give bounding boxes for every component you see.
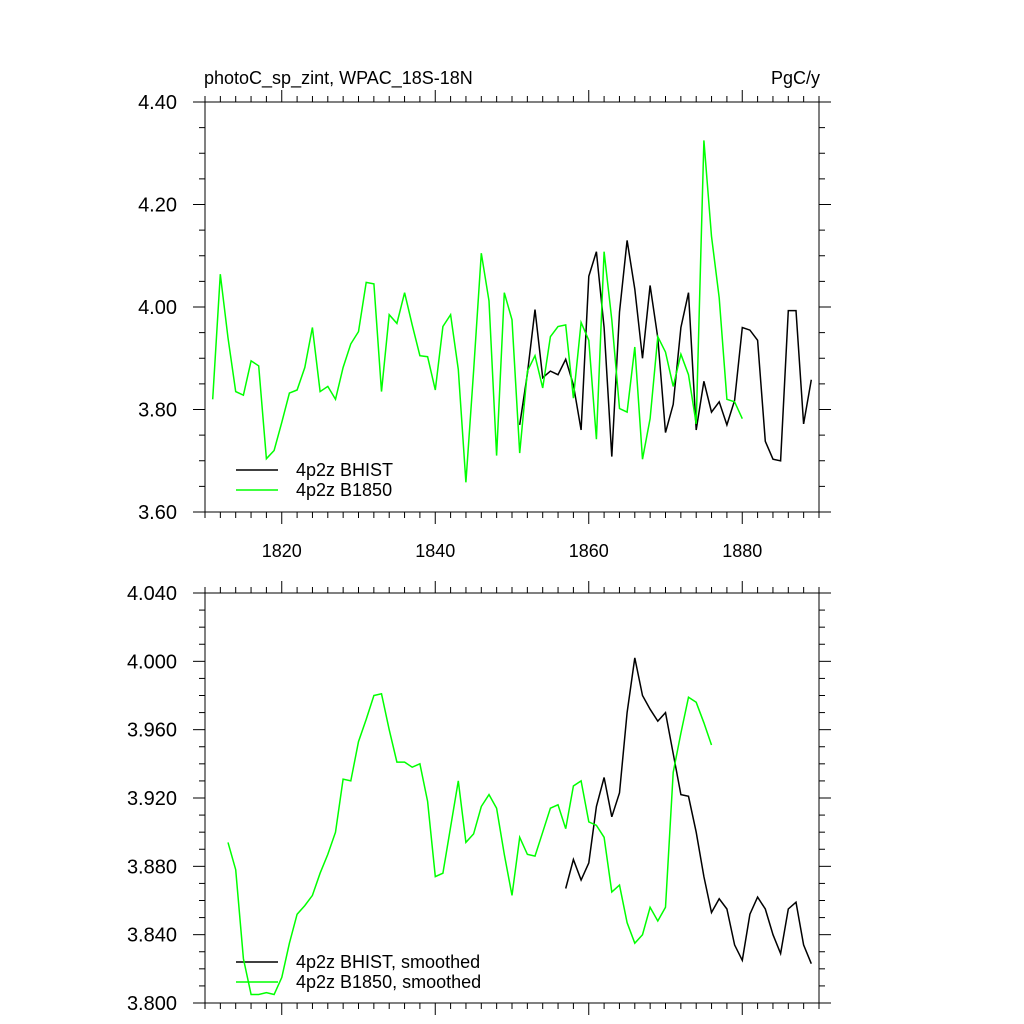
y-tick-label: 4.000 xyxy=(127,651,177,673)
y-tick-label: 3.920 xyxy=(127,788,177,810)
y-tick-label: 3.880 xyxy=(127,856,177,878)
legend-label-1: 4p2z B1850, smoothed xyxy=(296,972,481,992)
series-line-1 xyxy=(227,692,713,996)
legend-label-0: 4p2z BHIST xyxy=(296,460,393,480)
x-tick-label: 1880 xyxy=(722,541,762,561)
series-line-0 xyxy=(518,240,813,462)
y-tick-label: 4.40 xyxy=(138,92,177,114)
y-tick-label: 3.60 xyxy=(138,502,177,524)
series-line-1 xyxy=(211,140,743,483)
plot-frame xyxy=(204,592,820,1004)
y-tick-label: 3.80 xyxy=(138,400,177,422)
x-tick-label: 1860 xyxy=(569,541,609,561)
panel-title: photoC_sp_zint, WPAC_18S-18N xyxy=(204,68,473,89)
y-tick-label: 3.840 xyxy=(127,925,177,947)
x-tick-label: 1840 xyxy=(415,541,455,561)
y-tick-label: 4.00 xyxy=(138,297,177,319)
y-tick-label: 3.800 xyxy=(127,993,177,1015)
plot-frame xyxy=(204,101,820,513)
units-label: PgC/y xyxy=(771,68,820,88)
series-line-0 xyxy=(564,657,812,964)
bottom-panel: 3.800 3.840 3.880 3.920 3.960 4.000 4.040 4p2z … xyxy=(127,581,831,1015)
y-tick-label: 4.040 xyxy=(127,583,177,605)
top-panel: 1820 1840 1860 1880 3.60 3.80 4.00 4.20 4.40 4p2z… xyxy=(138,90,831,561)
y-tick-label: 3.960 xyxy=(127,720,177,742)
legend-label-0: 4p2z BHIST, smoothed xyxy=(296,952,480,972)
x-tick-label: 1820 xyxy=(262,541,302,561)
y-tick-label: 4.20 xyxy=(138,195,177,217)
legend-label-1: 4p2z B1850 xyxy=(296,480,392,500)
